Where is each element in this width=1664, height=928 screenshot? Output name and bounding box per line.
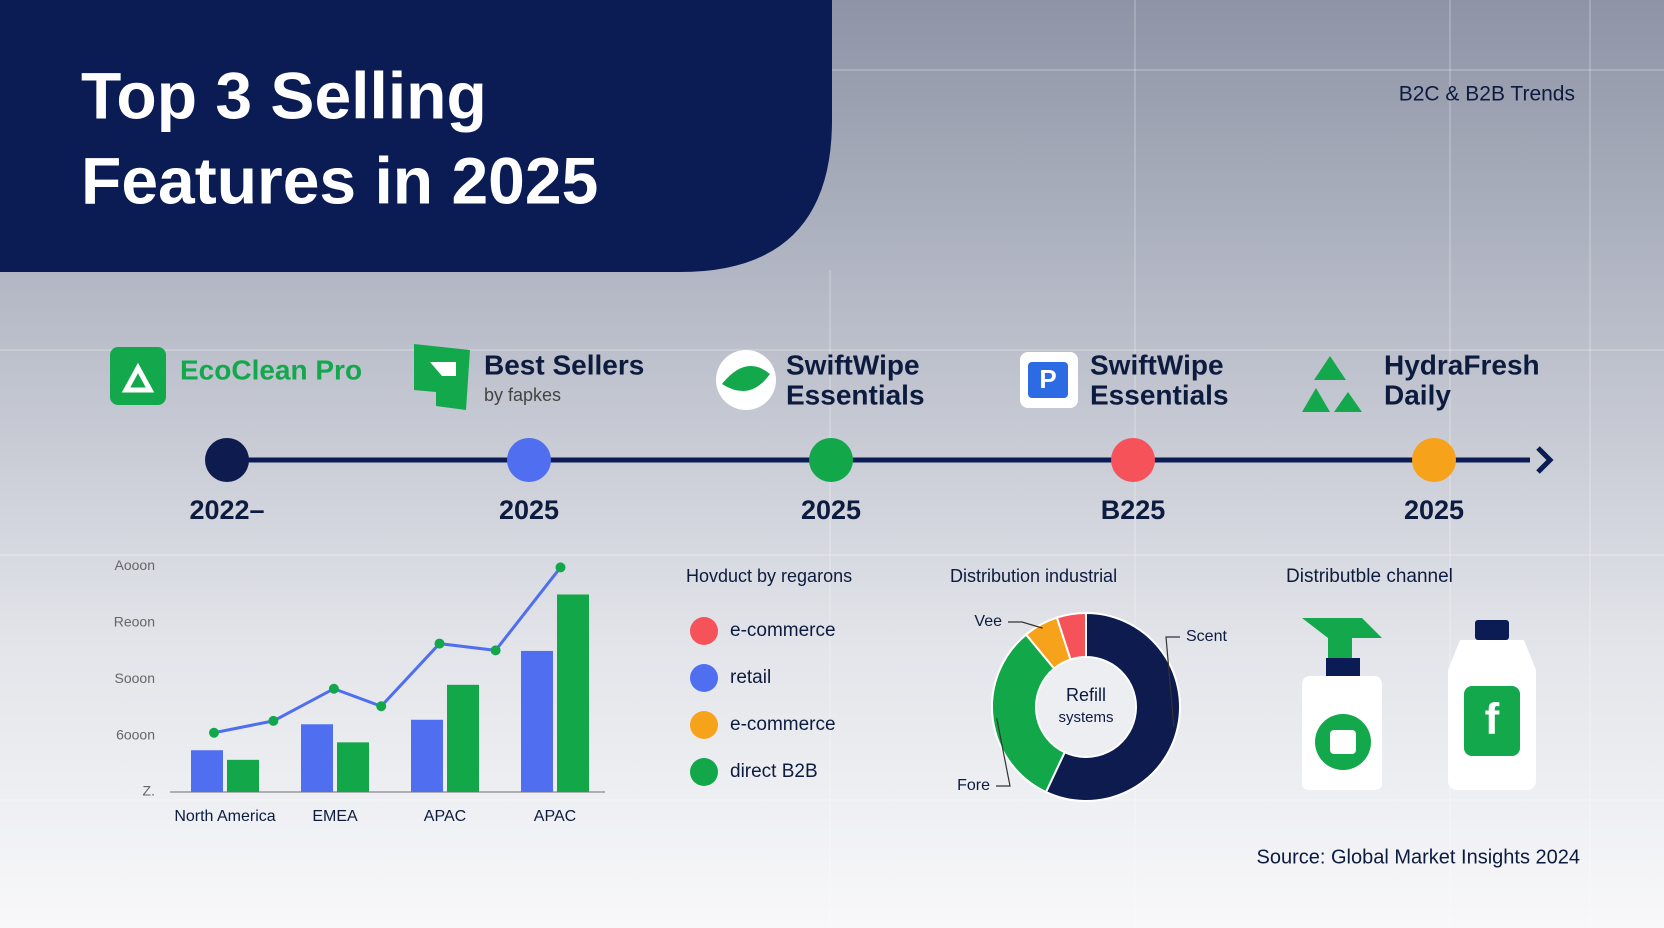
y-tick-label: Sooon bbox=[115, 670, 155, 686]
line-point bbox=[376, 701, 387, 712]
leader-line bbox=[1008, 621, 1043, 629]
slice-label: Vee bbox=[974, 613, 1002, 630]
legend-label: e-commerce bbox=[730, 620, 836, 641]
timeline-dot bbox=[1111, 438, 1155, 482]
legend-label: retail bbox=[730, 667, 771, 688]
panel-title: Distributble channel bbox=[1286, 566, 1453, 587]
donut-hole bbox=[1037, 658, 1135, 756]
brand-name: EcoClean Pro bbox=[180, 354, 362, 385]
line-point bbox=[434, 638, 445, 649]
brand-name: SwiftWipe bbox=[1090, 349, 1224, 380]
subtitle: B2C & B2B Trends bbox=[1399, 83, 1575, 106]
brand-name: Essentials bbox=[786, 379, 925, 410]
y-tick-label: Z. bbox=[143, 783, 155, 799]
slice-label: Fore bbox=[957, 777, 990, 794]
legend-label: direct B2B bbox=[730, 761, 818, 782]
title: Top 3 Selling bbox=[81, 58, 487, 132]
donut-segment bbox=[1044, 611, 1181, 802]
brand-name: HydraFresh bbox=[1384, 349, 1540, 380]
leader-line bbox=[1165, 636, 1180, 727]
brand-name: SwiftWipe bbox=[786, 349, 920, 380]
timeline-date: 2025 bbox=[801, 495, 861, 525]
brand-icon bbox=[414, 344, 470, 410]
legend-label: e-commerce bbox=[730, 714, 836, 735]
center-label: systems bbox=[1058, 709, 1113, 726]
panel-title: Hovduct by regarons bbox=[686, 566, 852, 586]
legend-dot bbox=[690, 711, 718, 739]
timeline-dot bbox=[1412, 438, 1456, 482]
x-tick-label: EMEA bbox=[312, 808, 358, 825]
y-tick-label: Aooon bbox=[115, 557, 155, 573]
x-tick-label: APAC bbox=[424, 808, 466, 825]
brand-icon: P bbox=[1020, 352, 1078, 408]
donut-segment bbox=[991, 633, 1067, 794]
brand-name: Daily bbox=[1384, 379, 1451, 410]
brand-sub: by fapkes bbox=[484, 385, 561, 405]
brand-icon bbox=[1302, 356, 1362, 412]
bar bbox=[447, 684, 479, 792]
x-tick-label: APAC bbox=[534, 808, 576, 825]
legend-dot bbox=[690, 664, 718, 692]
y-tick-label: 6ooon bbox=[116, 726, 155, 742]
bottle-icon: f bbox=[1448, 620, 1536, 790]
line-point bbox=[209, 727, 219, 738]
timeline-dot bbox=[205, 438, 249, 482]
source: Source: Global Market Insights 2024 bbox=[1256, 846, 1580, 868]
timeline-date: 2025 bbox=[499, 495, 559, 525]
line-point bbox=[555, 562, 566, 573]
brand-name: Essentials bbox=[1090, 379, 1229, 410]
bar bbox=[227, 759, 259, 792]
brand-name: Best Sellers bbox=[484, 349, 644, 380]
spray-bottle-icon bbox=[1302, 618, 1382, 790]
legend-dot bbox=[690, 617, 718, 645]
bar bbox=[411, 719, 443, 792]
brand-icon bbox=[110, 347, 166, 405]
chart-title: Distribution industrial bbox=[950, 566, 1117, 586]
center-label: Refill bbox=[1066, 685, 1106, 705]
y-tick-label: Reoon bbox=[114, 613, 155, 629]
line-point bbox=[328, 683, 339, 694]
legend-dot bbox=[690, 758, 718, 786]
leader-line bbox=[996, 718, 1011, 787]
bar bbox=[521, 650, 553, 792]
title: Features in 2025 bbox=[81, 143, 598, 217]
line-point bbox=[268, 715, 279, 726]
bar bbox=[557, 594, 589, 792]
timeline-dot bbox=[507, 438, 551, 482]
timeline-arrow bbox=[1536, 446, 1554, 474]
bar bbox=[337, 742, 369, 792]
bar bbox=[191, 750, 223, 792]
slice-label: Scent bbox=[1186, 628, 1227, 645]
timeline-date: 2025 bbox=[1404, 495, 1464, 525]
line bbox=[213, 566, 562, 735]
x-tick-label: North America bbox=[174, 808, 275, 825]
timeline-date: 2022– bbox=[189, 495, 264, 525]
timeline-date: B225 bbox=[1101, 495, 1166, 525]
header-panel bbox=[0, 0, 832, 272]
brand-icon bbox=[716, 350, 776, 410]
timeline-dot bbox=[809, 438, 853, 482]
donut-segment bbox=[1055, 611, 1087, 661]
svg-text:P: P bbox=[1039, 364, 1056, 394]
bar bbox=[301, 724, 333, 792]
line-point bbox=[490, 645, 501, 656]
svg-text:f: f bbox=[1485, 695, 1500, 744]
